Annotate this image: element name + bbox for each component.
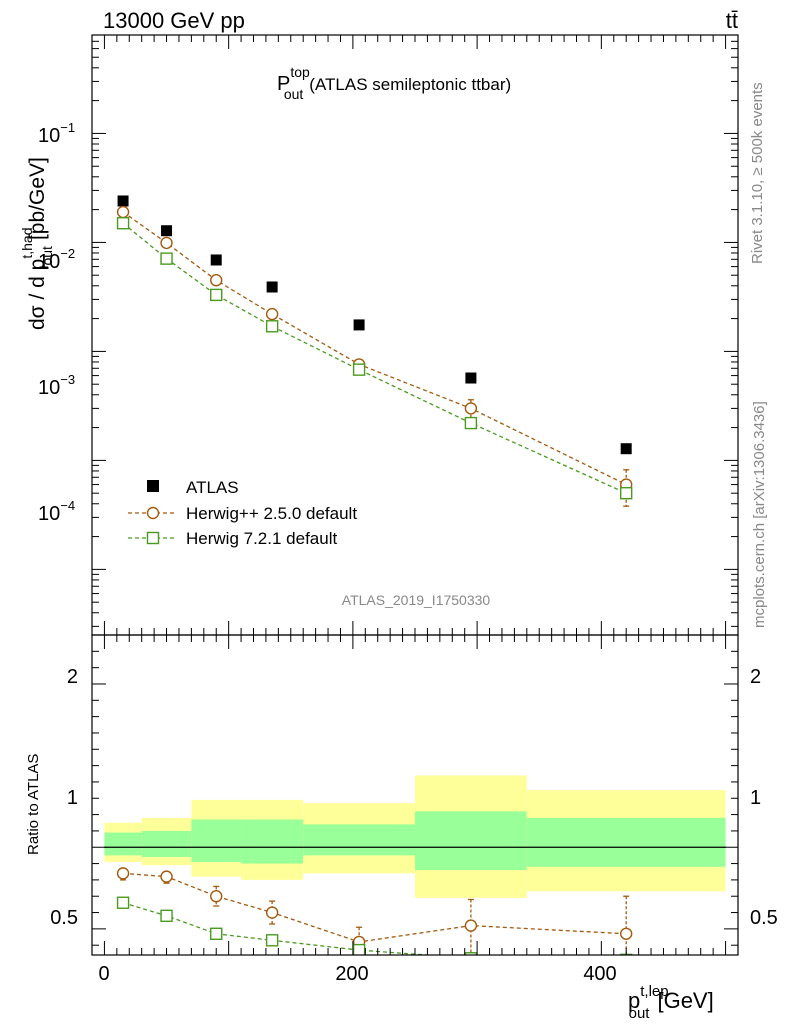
ratio-green-band — [241, 819, 304, 864]
ratio-herwig7-point — [619, 953, 633, 955]
herwig7-point — [464, 416, 478, 430]
ratio-herwigpp-point — [116, 867, 130, 880]
ratio-green-band — [303, 824, 415, 856]
ratio-green-band — [415, 811, 527, 871]
ratio-herwig7-point — [464, 952, 478, 955]
main-title-sup: top — [290, 64, 310, 80]
ratio-herwig7-point — [116, 896, 130, 909]
atlas-data-point — [210, 254, 222, 266]
analysis-watermark: ATLAS_2019_I1750330 — [342, 592, 491, 608]
main-series-line — [122, 222, 627, 494]
ratio-green-band — [141, 830, 192, 858]
main-mc-lines — [122, 211, 627, 494]
ratio-y-tick-label-right: 0.5 — [750, 907, 778, 929]
rivet-label: Rivet 3.1.10, ≥ 500k events — [749, 82, 766, 264]
main-y-label-sub: out — [39, 246, 55, 266]
ratio-y-tick-label: 2 — [67, 666, 78, 688]
main-axis-ticks — [91, 34, 738, 635]
legend-herwig7-marker — [146, 531, 160, 545]
main-y-label-post: [pb/GeV] — [26, 157, 49, 240]
herwig7-point — [210, 288, 223, 302]
ratio-herwigpp-point — [160, 870, 173, 883]
x-axis-label-sup: t,lep — [640, 983, 668, 1000]
atlas-data-point — [620, 443, 632, 455]
atlas-data-point — [353, 319, 365, 331]
y-tick-label: 10−4 — [38, 498, 75, 525]
herwigpp-point — [265, 307, 279, 321]
main-y-label-pre: dσ / d p — [26, 259, 49, 330]
ratio-herwig7-point — [210, 927, 223, 940]
herwigpp-point — [116, 205, 130, 219]
ratio-green-band — [104, 832, 142, 856]
x-axis-label: pt,lep out [GeV] — [628, 983, 714, 1022]
herwig7-point — [352, 363, 366, 376]
x-tick-label: 400 — [583, 963, 616, 985]
atlas-data-point — [161, 225, 173, 237]
main-data-marks — [116, 195, 633, 507]
x-axis-label-pre: p — [628, 988, 640, 1013]
x-tick-label: 0 — [98, 963, 109, 985]
ratio-y-label: Ratio to ATLAS — [25, 754, 42, 855]
mcplots-label: mcplots.cern.ch [arXiv:1306.3436] — [751, 401, 768, 628]
legend-herwigpp-label: Herwig++ 2.5.0 default — [186, 504, 357, 523]
main-y-label-sup: t,had — [19, 228, 35, 259]
herwigpp-point — [210, 274, 223, 287]
atlas-data-point — [266, 281, 278, 293]
ratio-green-band — [191, 819, 242, 862]
main-series-line — [122, 211, 627, 486]
ratio-y-tick-label-right: 2 — [750, 666, 761, 688]
ratio-frame — [91, 634, 739, 956]
ratio-y-tick-label: 1 — [67, 787, 78, 809]
main-title-rest: (ATLAS semileptonic ttbar) — [309, 75, 511, 94]
main-y-tick-labels: 10−1 10−2 10−3 10−4 — [38, 120, 75, 525]
ratio-herwig7-point — [160, 909, 173, 923]
ratio-herwigpp-point — [619, 927, 633, 940]
ratio-herwig7-point — [265, 934, 279, 947]
energy-label: 13000 GeV pp — [103, 8, 245, 33]
ratio-herwigpp-point — [265, 906, 279, 919]
legend-atlas-marker — [147, 480, 159, 492]
y-tick-label: 10−3 — [38, 372, 75, 399]
herwig7-point — [619, 487, 633, 500]
process-label: tt̄ — [726, 8, 738, 33]
x-axis-label-sub: out — [629, 1005, 651, 1022]
ratio-y-tick-label-right: 1 — [750, 787, 761, 809]
herwig7-point — [116, 217, 130, 230]
main-title: Ptop out (ATLAS semileptonic ttbar) — [277, 64, 511, 102]
legend-herwigpp-marker — [146, 506, 160, 520]
legend-herwig7-label: Herwig 7.2.1 default — [186, 529, 337, 548]
herwig7-point — [265, 320, 279, 333]
herwigpp-point — [464, 402, 478, 415]
main-y-label: dσ / d pt,had out [pb/GeV] — [19, 157, 55, 330]
y-tick-label: 10−2 — [38, 246, 75, 273]
main-title-sub: out — [284, 86, 304, 102]
main-title-p: P — [277, 73, 290, 95]
ratio-axis-ticks — [91, 635, 738, 955]
ratio-series-line — [122, 902, 436, 955]
ratio-green-band — [526, 817, 726, 867]
herwig7-point — [160, 252, 173, 265]
x-tick-label: 200 — [335, 963, 368, 985]
y-tick-label: 10−1 — [38, 120, 75, 147]
ratio-uncertainty-bands — [104, 775, 726, 898]
legend: ATLAS Herwig++ 2.5.0 default Herwig 7.2.… — [128, 478, 357, 548]
ratio-herwigpp-point — [210, 890, 223, 903]
atlas-data-point — [117, 195, 129, 207]
atlas-data-point — [465, 372, 477, 384]
herwigpp-point — [160, 236, 173, 250]
ratio-data-marks — [116, 867, 633, 955]
x-axis-label-post: [GeV] — [657, 988, 713, 1013]
legend-atlas-label: ATLAS — [186, 478, 239, 497]
ratio-herwigpp-point — [464, 919, 478, 932]
ratio-herwig7-point — [352, 943, 366, 955]
ratio-y-tick-label: 0.5 — [50, 907, 78, 929]
